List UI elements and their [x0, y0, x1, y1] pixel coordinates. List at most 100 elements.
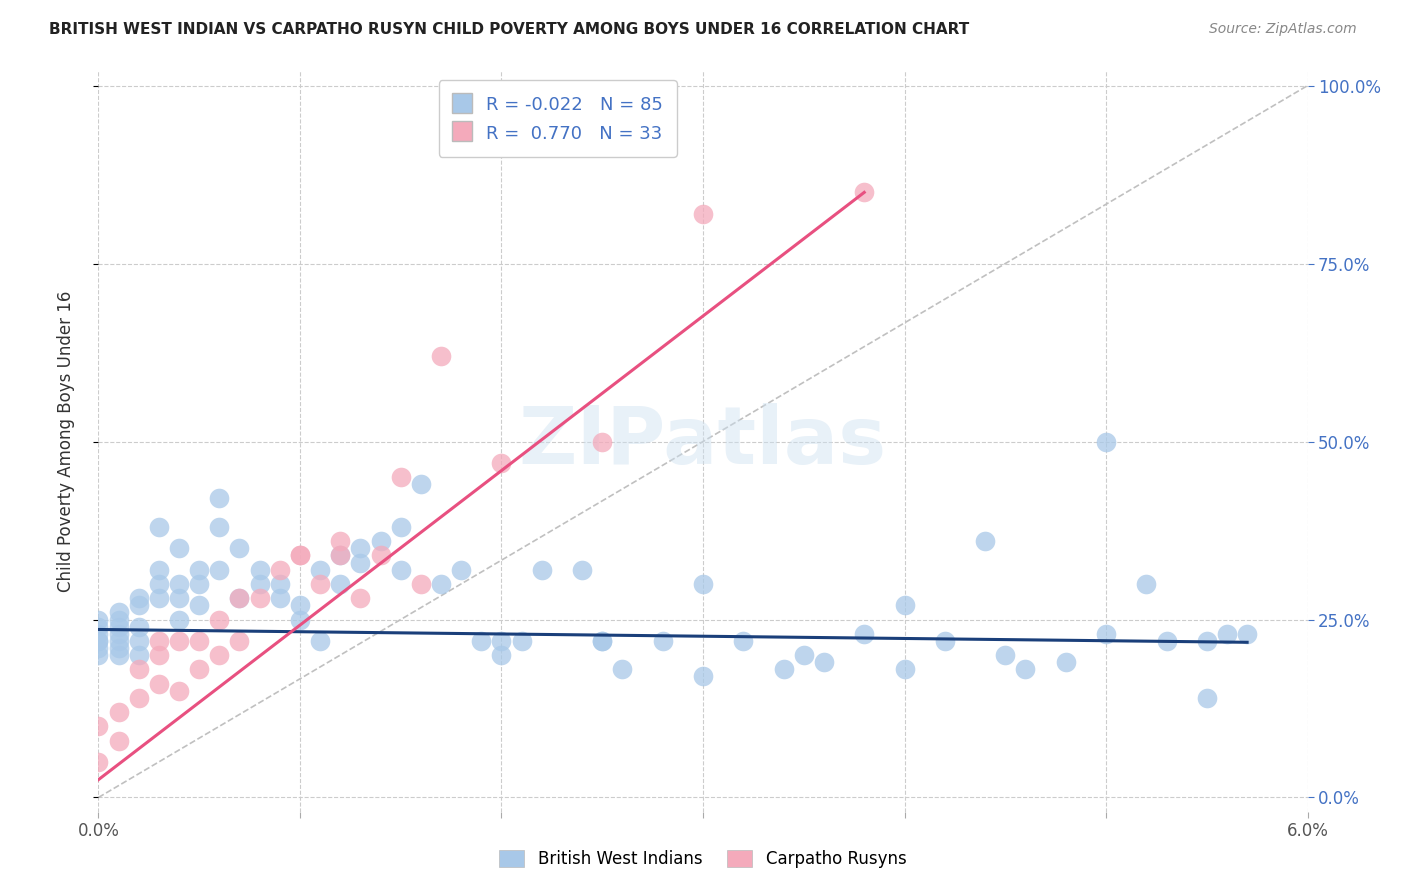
Point	[87, 640, 110, 655]
Point	[208, 648, 231, 662]
Point	[107, 606, 129, 620]
Point	[1135, 577, 1157, 591]
Point	[591, 633, 613, 648]
Point	[1095, 626, 1118, 640]
Point	[934, 633, 956, 648]
Point	[309, 577, 332, 591]
Point	[87, 648, 110, 662]
Point	[349, 541, 371, 556]
Point	[651, 633, 673, 648]
Point	[87, 620, 110, 634]
Point	[269, 563, 291, 577]
Point	[188, 633, 211, 648]
Point	[87, 755, 110, 769]
Point	[107, 733, 129, 747]
Point	[1095, 434, 1118, 449]
Point	[288, 549, 311, 563]
Point	[208, 491, 231, 506]
Point	[1216, 626, 1239, 640]
Point	[309, 633, 332, 648]
Point	[87, 633, 110, 648]
Point	[491, 633, 513, 648]
Point	[491, 648, 513, 662]
Point	[370, 549, 392, 563]
Point	[571, 563, 593, 577]
Point	[208, 563, 231, 577]
Point	[1014, 662, 1036, 676]
Point	[128, 633, 150, 648]
Legend: R = -0.022   N = 85, R =  0.770   N = 33: R = -0.022 N = 85, R = 0.770 N = 33	[439, 80, 678, 157]
Point	[107, 626, 129, 640]
Y-axis label: Child Poverty Among Boys Under 16: Child Poverty Among Boys Under 16	[56, 291, 75, 592]
Point	[974, 534, 997, 549]
Point	[329, 549, 352, 563]
Point	[188, 662, 211, 676]
Point	[107, 640, 129, 655]
Point	[249, 577, 271, 591]
Point	[470, 633, 492, 648]
Point	[591, 633, 613, 648]
Point	[733, 633, 755, 648]
Point	[853, 626, 876, 640]
Point	[772, 662, 794, 676]
Point	[148, 633, 170, 648]
Point	[612, 662, 634, 676]
Point	[128, 620, 150, 634]
Point	[1156, 633, 1178, 648]
Point	[107, 613, 129, 627]
Point	[208, 613, 231, 627]
Point	[530, 563, 553, 577]
Point	[87, 626, 110, 640]
Point	[228, 591, 250, 606]
Point	[87, 633, 110, 648]
Point	[813, 655, 835, 669]
Point	[87, 613, 110, 627]
Point	[107, 633, 129, 648]
Point	[228, 591, 250, 606]
Point	[349, 556, 371, 570]
Point	[249, 591, 271, 606]
Point	[430, 349, 453, 363]
Point	[591, 434, 613, 449]
Point	[370, 534, 392, 549]
Point	[269, 577, 291, 591]
Point	[389, 520, 412, 534]
Point	[389, 470, 412, 484]
Point	[148, 577, 170, 591]
Point	[491, 456, 513, 470]
Point	[128, 648, 150, 662]
Point	[107, 705, 129, 719]
Point	[893, 599, 915, 613]
Point	[692, 669, 714, 683]
Point	[148, 563, 170, 577]
Point	[349, 591, 371, 606]
Point	[893, 662, 915, 676]
Point	[409, 477, 432, 491]
Point	[167, 613, 190, 627]
Point	[269, 591, 291, 606]
Point	[148, 591, 170, 606]
Point	[329, 534, 352, 549]
Legend: British West Indians, Carpatho Rusyns: British West Indians, Carpatho Rusyns	[494, 843, 912, 875]
Point	[510, 633, 533, 648]
Point	[148, 648, 170, 662]
Point	[167, 683, 190, 698]
Point	[1054, 655, 1077, 669]
Point	[87, 719, 110, 733]
Text: Source: ZipAtlas.com: Source: ZipAtlas.com	[1209, 22, 1357, 37]
Point	[288, 549, 311, 563]
Point	[188, 563, 211, 577]
Point	[994, 648, 1017, 662]
Point	[128, 690, 150, 705]
Point	[167, 577, 190, 591]
Point	[389, 563, 412, 577]
Point	[288, 613, 311, 627]
Point	[228, 541, 250, 556]
Point	[329, 577, 352, 591]
Point	[128, 662, 150, 676]
Point	[692, 207, 714, 221]
Point	[309, 563, 332, 577]
Point	[329, 549, 352, 563]
Text: BRITISH WEST INDIAN VS CARPATHO RUSYN CHILD POVERTY AMONG BOYS UNDER 16 CORRELAT: BRITISH WEST INDIAN VS CARPATHO RUSYN CH…	[49, 22, 970, 37]
Point	[167, 591, 190, 606]
